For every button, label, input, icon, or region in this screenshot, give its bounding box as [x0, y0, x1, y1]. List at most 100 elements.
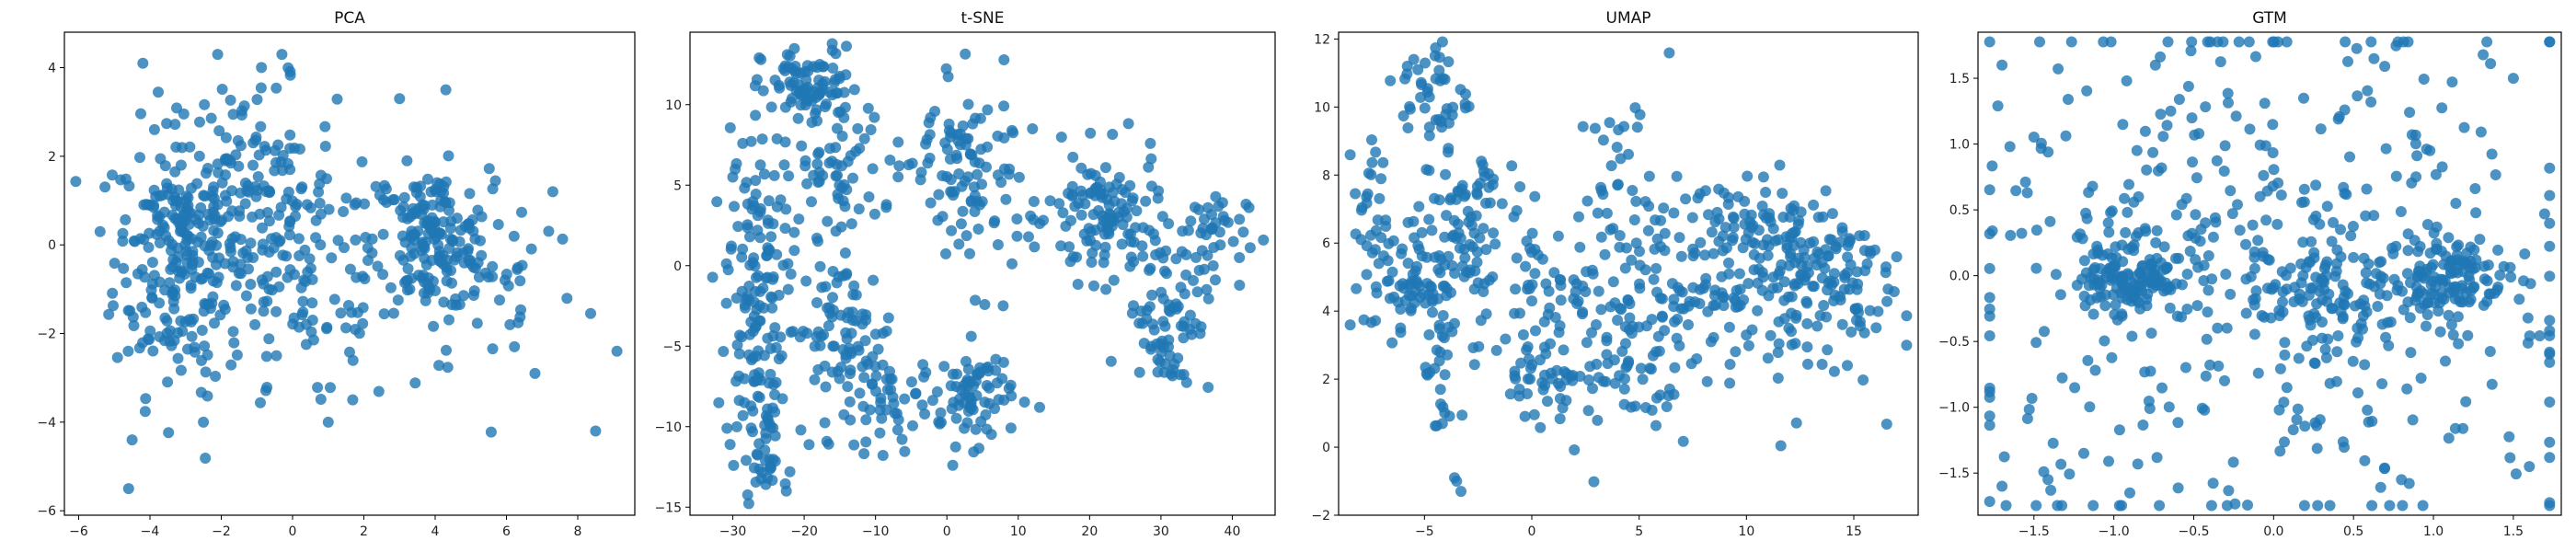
scatter-point: [233, 160, 245, 172]
scatter-point: [1645, 363, 1657, 375]
x-tick-label: −20: [790, 524, 818, 539]
scatter-point: [1103, 181, 1115, 193]
scatter-point: [1728, 222, 1740, 233]
scatter-point: [2133, 227, 2145, 238]
scatter-point: [1569, 444, 1581, 455]
scatter-point: [220, 169, 231, 181]
y-tick-label: −5: [662, 339, 682, 354]
scatter-point: [1452, 218, 1464, 230]
scatter-point: [168, 303, 180, 315]
scatter-point: [2465, 285, 2477, 297]
scatter-point: [1574, 241, 1586, 253]
scatter-point: [1652, 330, 1664, 342]
scatter-point: [1143, 161, 1155, 173]
scatter-point: [1483, 181, 1495, 193]
scatter-point: [762, 242, 774, 254]
scatter-point: [754, 202, 766, 214]
scatter-point: [1439, 369, 1451, 381]
scatter-point: [199, 98, 211, 110]
scatter-point: [201, 349, 213, 361]
scatter-point: [2155, 109, 2167, 121]
scatter-point: [1234, 213, 1246, 225]
scatter-point: [862, 102, 874, 114]
scatter-point: [2342, 288, 2353, 300]
scatter-point: [178, 108, 190, 120]
y-tick-label: 12: [1314, 32, 1330, 47]
scatter-point: [175, 315, 187, 327]
scatter-point: [226, 185, 238, 197]
scatter-point: [314, 197, 326, 209]
scatter-point: [733, 348, 745, 360]
scatter-point: [2053, 63, 2064, 75]
scatter-point: [973, 157, 985, 169]
scatter-point: [868, 111, 880, 123]
scatter-point: [312, 382, 324, 394]
scatter-point: [2443, 309, 2455, 321]
scatter-point: [1545, 338, 1556, 350]
scatter-point: [1822, 344, 1834, 356]
scatter-point: [512, 316, 524, 328]
scatter-point: [997, 300, 1009, 312]
scatter-point: [1152, 192, 1164, 204]
scatter-point: [972, 168, 983, 180]
scatter-point: [824, 143, 835, 155]
scatter-point: [2340, 36, 2352, 48]
scatter-point: [2406, 177, 2418, 189]
scatter-point: [1986, 160, 1998, 172]
scatter-point: [1635, 362, 1647, 374]
scatter-point: [284, 229, 295, 241]
scatter-point: [1777, 188, 1788, 200]
scatter-point: [769, 322, 781, 334]
scatter-point: [832, 169, 843, 181]
scatter-point: [1723, 257, 1734, 269]
scatter-point: [432, 239, 444, 251]
scatter-point: [1530, 325, 1541, 337]
scatter-point: [1193, 203, 1204, 215]
scatter-point: [200, 453, 212, 464]
scatter-point: [766, 475, 778, 486]
scatter-point: [770, 341, 782, 353]
scatter-point: [1723, 321, 1735, 333]
scatter-point: [960, 132, 972, 144]
scatter-point: [970, 294, 981, 306]
scatter-point: [845, 414, 857, 426]
scatter-point: [1202, 382, 1214, 393]
scatter-point: [1423, 91, 1435, 103]
scatter-point: [2292, 403, 2304, 415]
scatter-point: [1369, 244, 1381, 256]
scatter-point: [293, 321, 305, 333]
scatter-point: [780, 485, 792, 497]
scatter-point: [2460, 396, 2472, 408]
scatter-point: [195, 201, 207, 213]
scatter-point: [822, 302, 834, 314]
scatter-point: [1634, 259, 1646, 271]
scatter-point: [1730, 301, 1742, 313]
scatter-point: [1373, 258, 1385, 270]
scatter-point: [441, 275, 453, 287]
scatter-point: [1558, 344, 1570, 356]
scatter-point: [103, 308, 115, 320]
scatter-point: [2351, 336, 2363, 348]
scatter-point: [874, 427, 886, 439]
scatter-point: [2247, 219, 2259, 231]
scatter-point: [1179, 316, 1190, 328]
scatter-point: [711, 196, 723, 208]
scatter-point: [296, 181, 308, 193]
scatter-point: [2298, 92, 2309, 104]
scatter-point: [611, 345, 623, 357]
scatter-point: [753, 392, 765, 403]
scatter-point: [760, 272, 772, 284]
scatter-point: [730, 157, 742, 169]
scatter-point: [767, 218, 779, 230]
scatter-point: [1029, 241, 1041, 253]
scatter-point: [2149, 59, 2161, 71]
scatter-point: [196, 325, 208, 336]
scatter-point: [2458, 121, 2470, 133]
scatter-point: [2158, 241, 2170, 253]
scatter-point: [2191, 172, 2202, 184]
scatter-point: [2397, 500, 2409, 512]
scatter-point: [2415, 373, 2427, 384]
scatter-point: [960, 355, 972, 367]
scatter-point: [2544, 315, 2556, 327]
scatter-point: [2519, 248, 2531, 259]
